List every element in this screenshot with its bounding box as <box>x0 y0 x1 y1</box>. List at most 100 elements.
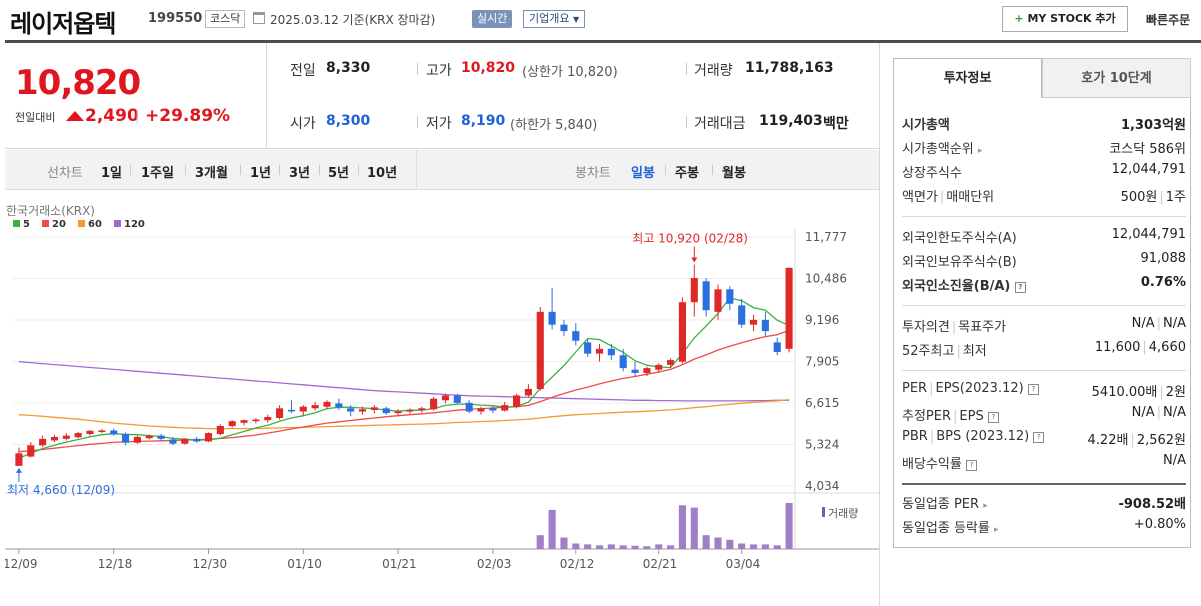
candle <box>560 324 568 332</box>
change-value: 2,490 <box>85 106 139 126</box>
add-mystock-button[interactable]: + MY STOCK 추가 <box>1002 6 1128 32</box>
period-3y[interactable]: 3년 <box>289 166 311 181</box>
sector-rate-value: +0.80% <box>1133 517 1186 532</box>
open-label: 시가 <box>290 116 316 132</box>
low-value: 8,190 <box>461 113 506 129</box>
per-label: PER <box>902 381 928 396</box>
chart-source-label: 한국거래소(KRX) <box>6 204 95 218</box>
est-eps-value: N/A <box>1163 405 1186 420</box>
cap-rank-link[interactable]: 시가총액순위 ▸ <box>902 138 982 157</box>
y-tick-label: 11,777 <box>805 230 847 244</box>
x-tick-label: 01/21 <box>382 557 417 571</box>
open-value: 8,300 <box>326 113 371 129</box>
volume-bar <box>690 507 698 549</box>
period-daily[interactable]: 일봉 <box>631 166 655 181</box>
row-separator: | <box>1156 316 1161 331</box>
candle <box>323 401 331 407</box>
y-tick-label: 4,034 <box>805 479 839 493</box>
period-1w[interactable]: 1주일 <box>141 166 174 181</box>
candle <box>157 435 165 439</box>
volume-bar <box>631 545 639 549</box>
market-badge: 코스닥 <box>205 10 246 28</box>
par-label: 액면가 <box>902 190 938 205</box>
candle <box>524 389 532 396</box>
w52-high-label: 52주최고 <box>902 344 955 359</box>
price-chart-svg[interactable]: 한국거래소(KRX)5 20 60 120 11,777 10,486 9,196 7,905… <box>5 191 880 606</box>
candle <box>536 311 544 390</box>
volume-bar <box>370 548 378 550</box>
volume-bar <box>311 548 319 550</box>
volume-bar <box>607 544 615 549</box>
candle <box>50 436 59 441</box>
volume-bar <box>761 544 769 549</box>
amount-unit: 백만 <box>823 116 849 132</box>
price-divider <box>266 43 267 149</box>
period-1d[interactable]: 1일 <box>101 166 123 181</box>
help-icon[interactable]: ? <box>1027 384 1039 395</box>
volume-bar <box>501 548 509 550</box>
sector-rate-link[interactable]: 동일업종 등락률 ▸ <box>902 517 999 536</box>
high-label: 고가 <box>426 63 452 79</box>
period-separator <box>185 165 186 175</box>
volume-bar <box>276 548 284 550</box>
price-up-icon <box>66 111 84 121</box>
candle <box>584 342 592 354</box>
period-separator <box>279 165 280 175</box>
lower-limit: (하한가 5,840) <box>510 118 598 133</box>
period-monthly[interactable]: 월봉 <box>722 166 746 181</box>
x-tick-label: 01/10 <box>287 557 322 571</box>
volume-bar <box>27 548 35 550</box>
volume-bar <box>394 548 402 550</box>
help-icon[interactable]: ? <box>987 412 999 423</box>
realtime-button[interactable]: 실시간 <box>472 10 513 28</box>
help-icon[interactable]: ? <box>1033 432 1045 443</box>
add-mystock-label: MY STOCK 추가 <box>1027 12 1116 25</box>
period-weekly[interactable]: 주봉 <box>675 166 699 181</box>
candle <box>347 408 355 412</box>
volume-bar <box>667 545 675 549</box>
chevron-down-icon: ▼ <box>572 15 580 24</box>
unit-value: 1주 <box>1165 190 1186 205</box>
chart-period-bar: 선차트 1일 1주일 3개월 1년 3년 5년 10년 봉차트 일봉 주봉 월봉 <box>5 150 880 190</box>
candle <box>548 311 556 325</box>
period-separator <box>319 165 320 175</box>
candle <box>726 289 734 304</box>
quote-separator <box>417 116 418 128</box>
tab-investment-info[interactable]: 투자정보 <box>893 58 1042 98</box>
period-1y[interactable]: 1년 <box>250 166 272 181</box>
volume-bar <box>86 548 94 550</box>
stock-header: 레이저옵텍 199550 코스닥 2025.03.12 기준(KRX 장마감) … <box>0 0 1201 40</box>
volume-bar <box>548 509 556 549</box>
info-row-foreign-limit: 외국인한도주식수(A) 12,044,791 <box>902 227 1186 247</box>
foreign-limit-value: 12,044,791 <box>1111 227 1186 242</box>
unit-label: 매매단위 <box>946 190 995 205</box>
period-divider <box>416 150 417 190</box>
volume-label: 거래량 <box>694 63 733 79</box>
y-tick-label: 5,324 <box>805 438 839 452</box>
help-icon[interactable]: ? <box>1014 282 1026 293</box>
candle <box>667 360 675 365</box>
x-tick-label: 02/21 <box>643 557 678 571</box>
period-3m[interactable]: 3개월 <box>195 166 228 181</box>
period-separator <box>712 165 713 175</box>
info-row-52w: 52주최고 | 최저 11,600 | 4,660 <box>902 340 1186 360</box>
price-chart[interactable]: 한국거래소(KRX) 5 20 60 120 11,777 10,486 9,196 7,905… <box>5 191 880 606</box>
quick-order-link[interactable]: 빠른주문 <box>1146 13 1191 27</box>
row-separator: | <box>1142 340 1147 355</box>
quote-separator <box>686 63 687 75</box>
info-row-per: PER | EPS(2023.12) ? 5410.00배 | 2원 <box>902 381 1186 401</box>
volume-bar <box>785 503 793 549</box>
volume-bar <box>441 548 450 550</box>
volume-bar <box>204 548 213 550</box>
period-5y[interactable]: 5년 <box>328 166 350 181</box>
company-overview-dropdown[interactable]: 기업개요 ▼ <box>523 10 586 28</box>
tab-orderbook-10[interactable]: 호가 10단계 <box>1042 58 1191 98</box>
y-tick-label: 9,196 <box>805 313 839 327</box>
panel-divider <box>879 43 880 606</box>
candle <box>335 403 343 408</box>
period-10y[interactable]: 10년 <box>367 166 398 181</box>
candle <box>619 355 627 369</box>
x-tick-label: 12/18 <box>98 557 133 571</box>
help-icon[interactable]: ? <box>965 460 977 471</box>
sector-per-link[interactable]: 동일업종 PER ▸ <box>902 493 988 512</box>
